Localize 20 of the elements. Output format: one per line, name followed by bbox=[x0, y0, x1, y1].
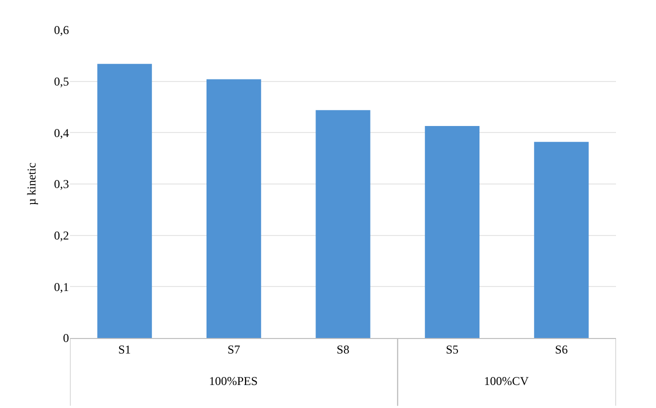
x-tick-label: S6 bbox=[555, 342, 568, 356]
x-tick-label: S1 bbox=[118, 342, 131, 356]
y-tick-label: 0,3 bbox=[54, 177, 69, 192]
bar bbox=[97, 64, 152, 338]
y-tick-label: 0,6 bbox=[54, 23, 69, 38]
y-tick-label: 0 bbox=[63, 331, 69, 346]
x-tick-label: S5 bbox=[446, 342, 459, 356]
x-tick-label: S8 bbox=[336, 342, 350, 356]
bar bbox=[316, 110, 370, 338]
bar bbox=[424, 126, 480, 338]
bar bbox=[206, 79, 262, 338]
text: 100%PES bbox=[209, 374, 258, 388]
x-tick-label: S7 bbox=[227, 342, 240, 356]
y-axis-title: µ kinetic bbox=[24, 162, 38, 206]
y-tick-label: 0,1 bbox=[54, 280, 69, 294]
text: 100%CV bbox=[484, 374, 529, 388]
y-tick-label: 0,5 bbox=[54, 74, 69, 89]
y-tick-label: 0,4 bbox=[54, 126, 69, 140]
y-tick-label: 0,2 bbox=[54, 228, 69, 243]
bar bbox=[534, 142, 589, 338]
